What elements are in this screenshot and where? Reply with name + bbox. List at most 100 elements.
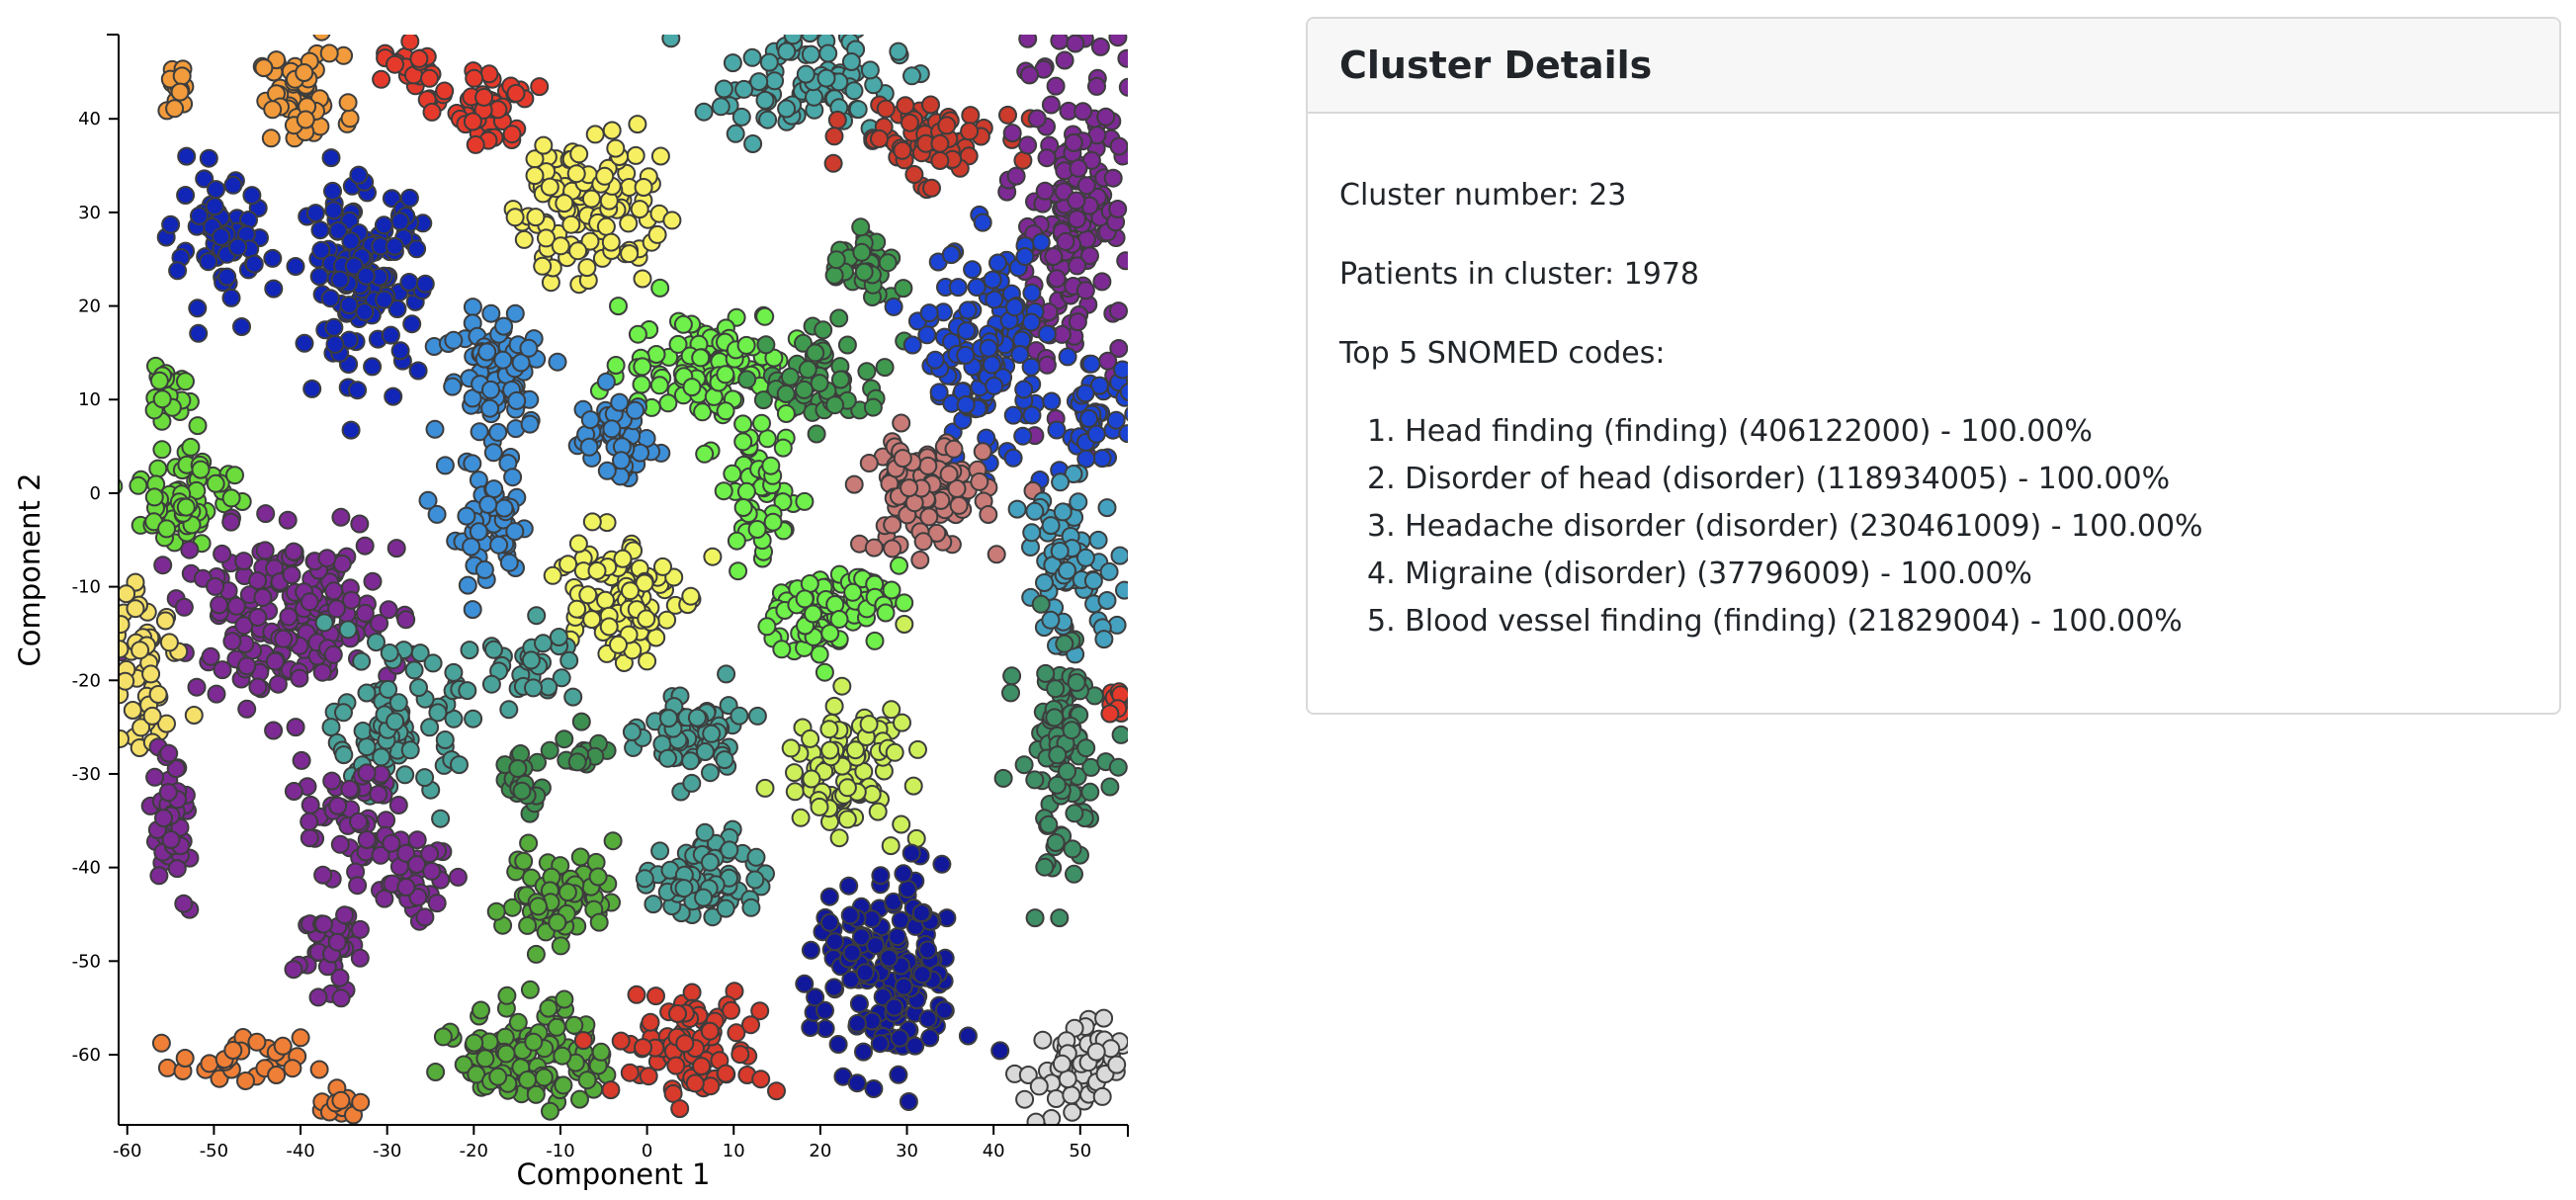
data-point[interactable]: [632, 375, 651, 394]
data-point[interactable]: [555, 729, 574, 749]
data-point[interactable]: [949, 495, 969, 515]
data-point[interactable]: [552, 668, 571, 688]
data-point[interactable]: [380, 643, 399, 662]
data-point[interactable]: [795, 974, 815, 993]
data-point[interactable]: [145, 767, 165, 787]
data-point[interactable]: [448, 867, 468, 887]
data-point[interactable]: [290, 668, 309, 688]
data-point[interactable]: [819, 887, 839, 906]
data-point[interactable]: [571, 712, 591, 731]
data-point[interactable]: [489, 535, 509, 555]
data-point[interactable]: [588, 867, 608, 887]
data-point[interactable]: [399, 188, 419, 208]
data-point[interactable]: [883, 515, 902, 535]
data-point[interactable]: [929, 383, 949, 402]
data-point[interactable]: [300, 812, 319, 831]
data-point[interactable]: [646, 628, 666, 647]
data-point[interactable]: [582, 610, 602, 630]
data-point[interactable]: [801, 1018, 820, 1037]
data-point[interactable]: [899, 1092, 918, 1111]
data-point[interactable]: [1011, 2, 1028, 19]
data-point[interactable]: [902, 335, 922, 355]
data-point[interactable]: [420, 68, 439, 88]
data-point[interactable]: [753, 390, 773, 410]
data-point[interactable]: [844, 474, 864, 494]
data-point[interactable]: [526, 1084, 546, 1104]
data-point[interactable]: [746, 847, 766, 867]
data-point[interactable]: [1035, 573, 1054, 592]
data-point[interactable]: [205, 197, 224, 216]
data-point[interactable]: [795, 491, 815, 511]
data-point[interactable]: [390, 212, 410, 231]
data-point[interactable]: [371, 845, 390, 865]
data-point[interactable]: [519, 338, 539, 358]
data-point[interactable]: [207, 684, 226, 704]
data-point[interactable]: [693, 402, 713, 422]
data-point[interactable]: [1075, 548, 1095, 567]
data-point[interactable]: [213, 544, 232, 563]
data-point[interactable]: [750, 1001, 770, 1021]
data-point[interactable]: [860, 60, 880, 80]
data-point[interactable]: [484, 479, 504, 499]
data-point[interactable]: [568, 534, 588, 554]
data-point[interactable]: [1106, 410, 1126, 430]
data-point[interactable]: [422, 861, 442, 881]
data-point[interactable]: [367, 633, 386, 652]
data-point[interactable]: [324, 317, 344, 337]
data-point[interactable]: [548, 912, 567, 932]
data-point[interactable]: [188, 299, 208, 318]
data-point[interactable]: [824, 266, 844, 285]
data-point[interactable]: [1110, 546, 1129, 565]
data-point[interactable]: [904, 165, 924, 184]
data-point[interactable]: [407, 855, 427, 874]
data-point[interactable]: [159, 633, 179, 652]
data-point[interactable]: [1025, 908, 1045, 928]
data-point[interactable]: [668, 1004, 687, 1023]
data-point[interactable]: [420, 718, 440, 737]
data-point[interactable]: [484, 640, 503, 659]
data-point[interactable]: [737, 370, 757, 389]
data-point[interactable]: [733, 414, 753, 434]
data-point[interactable]: [314, 613, 334, 633]
data-point[interactable]: [396, 878, 416, 897]
data-point[interactable]: [596, 216, 616, 236]
data-point[interactable]: [153, 556, 173, 575]
data-point[interactable]: [845, 740, 865, 760]
data-point[interactable]: [223, 1041, 243, 1060]
data-point[interactable]: [620, 244, 640, 264]
data-point[interactable]: [348, 876, 368, 896]
data-point[interactable]: [1041, 11, 1058, 28]
data-point[interactable]: [1003, 448, 1023, 468]
data-point[interactable]: [662, 211, 682, 230]
data-point[interactable]: [620, 1063, 640, 1082]
data-point[interactable]: [1124, 405, 1142, 422]
data-point[interactable]: [539, 998, 558, 1018]
data-point[interactable]: [1065, 864, 1083, 884]
data-point[interactable]: [210, 595, 229, 615]
data-point[interactable]: [349, 165, 369, 185]
data-point[interactable]: [1064, 132, 1083, 152]
data-point[interactable]: [1119, 383, 1138, 402]
data-point[interactable]: [681, 586, 701, 606]
data-point[interactable]: [357, 683, 377, 703]
data-point[interactable]: [351, 1092, 371, 1112]
data-point[interactable]: [144, 487, 164, 507]
data-point[interactable]: [426, 1063, 446, 1081]
data-point[interactable]: [752, 413, 771, 433]
data-point[interactable]: [773, 438, 793, 458]
data-point[interactable]: [730, 706, 749, 726]
data-point[interactable]: [254, 58, 274, 78]
data-point[interactable]: [601, 1080, 621, 1100]
data-point[interactable]: [895, 615, 914, 634]
data-point[interactable]: [947, 478, 967, 498]
data-point[interactable]: [882, 580, 902, 600]
data-point[interactable]: [1050, 908, 1070, 928]
data-point[interactable]: [129, 475, 148, 495]
data-point[interactable]: [551, 236, 570, 256]
data-point[interactable]: [1108, 29, 1128, 47]
data-point[interactable]: [580, 410, 600, 430]
data-point[interactable]: [244, 254, 264, 274]
data-point[interactable]: [921, 95, 940, 115]
data-point[interactable]: [320, 289, 340, 308]
data-point[interactable]: [939, 465, 959, 484]
